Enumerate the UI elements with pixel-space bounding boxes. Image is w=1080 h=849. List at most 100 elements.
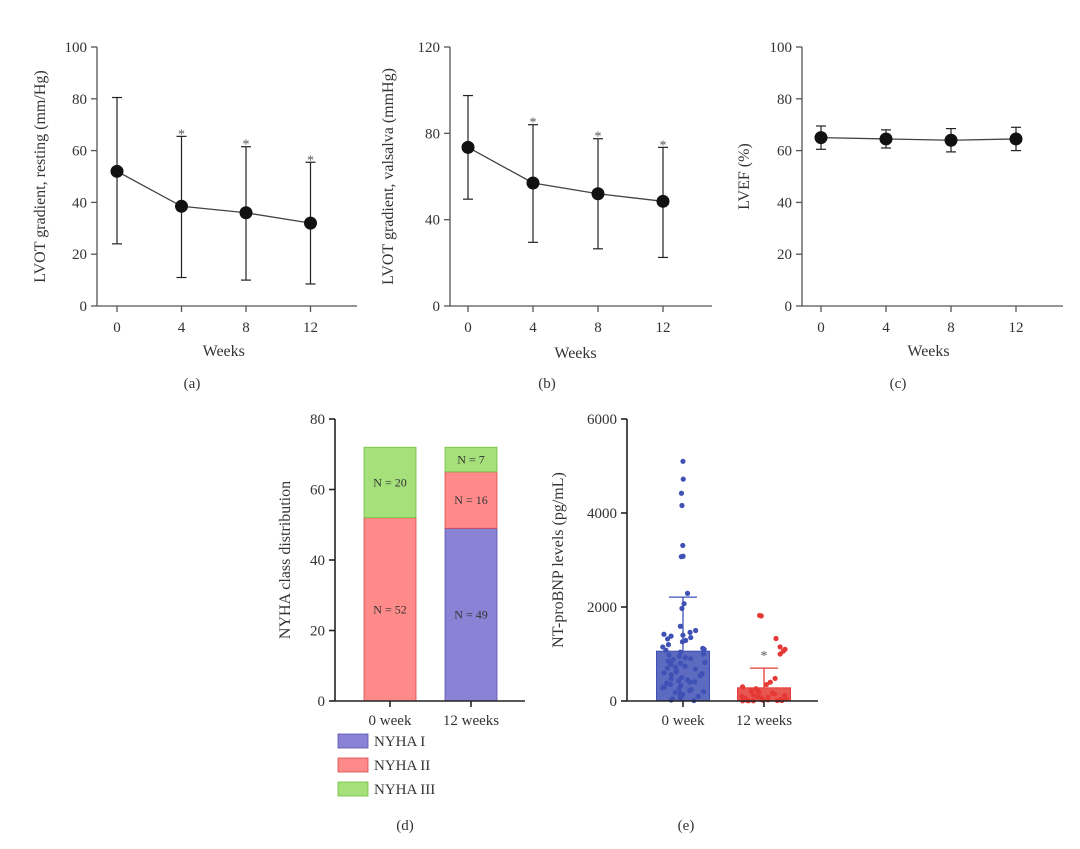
data-point (687, 629, 693, 635)
data-point (656, 194, 670, 208)
chart-d: 0 20 40 60 80 NYHA class distribution N = 52 N … (277, 412, 525, 834)
significance-marker: * (243, 138, 250, 153)
y-tick-label: 20 (72, 247, 87, 263)
series-line (116, 170, 311, 224)
data-point (772, 675, 778, 682)
data-point (700, 689, 707, 695)
data-point (944, 133, 958, 147)
panel-label: (d) (396, 818, 414, 834)
segment-label: N = 16 (454, 493, 487, 507)
data-point (701, 646, 707, 652)
x-tick-label: 4 (529, 320, 537, 336)
data-point (677, 660, 684, 667)
data-point (692, 666, 698, 672)
data-point (676, 653, 682, 659)
y-axis-label: NYHA class distribution (277, 481, 294, 639)
x-axis-label: Weeks (907, 343, 949, 360)
y-axis-label: LVOT gradient, valsalva (mmHg) (380, 68, 397, 285)
data-point (700, 651, 707, 657)
data-point (680, 542, 686, 549)
y-axis-label: LVOT gradient, resting (mm/Hg) (32, 70, 49, 282)
significance-marker: * (761, 649, 768, 664)
significance-marker: * (307, 153, 314, 168)
data-point (661, 631, 667, 637)
panel-label: (a) (184, 376, 201, 392)
y-tick-label: 80 (777, 92, 792, 108)
data-point (777, 651, 783, 657)
y-tick-label: 40 (72, 195, 87, 211)
data-point (678, 490, 685, 496)
significance-marker: * (178, 127, 185, 142)
data-point (677, 695, 683, 701)
series-line (820, 137, 1017, 141)
data-point (688, 634, 694, 641)
y-tick-label: 20 (310, 624, 325, 640)
segment-label: N = 7 (457, 453, 484, 467)
x-tick-label: 0 week (369, 713, 412, 729)
data-point (681, 601, 687, 607)
y-tick-label: 100 (65, 40, 88, 56)
data-point (692, 679, 698, 685)
data-point (665, 636, 671, 642)
y-tick-label: 0 (610, 694, 618, 710)
chart-e: 0 2000 4000 6000 NT-proBNP levels (pg/mL) 0 w… (550, 412, 818, 834)
data-point (777, 644, 783, 650)
data-point (680, 632, 686, 638)
data-point (756, 689, 762, 695)
segment-label: N = 49 (454, 608, 487, 622)
data-point (110, 164, 124, 178)
data-point (680, 458, 686, 464)
data-point (750, 692, 757, 698)
data-point (673, 669, 679, 675)
y-tick-label: 40 (425, 213, 440, 229)
data-point (666, 652, 672, 658)
data-point (676, 686, 682, 692)
significance-marker: * (660, 138, 667, 153)
data-point (660, 644, 666, 650)
data-point (1009, 132, 1023, 146)
panel-label: (c) (890, 376, 907, 392)
data-point (239, 206, 253, 220)
legend-label: NYHA II (374, 758, 430, 774)
data-point (687, 679, 693, 685)
data-point (668, 633, 674, 639)
data-point (772, 691, 778, 697)
y-tick-label: 100 (770, 40, 793, 56)
data-point (663, 647, 669, 653)
data-point (688, 656, 694, 662)
data-point (664, 665, 671, 671)
data-point (661, 670, 667, 676)
legend: NYHA I NYHA II NYHA III (337, 733, 435, 798)
data-point (665, 642, 672, 648)
panel-label: (b) (538, 376, 556, 392)
data-point (679, 639, 686, 645)
y-tick-label: 0 (433, 299, 441, 315)
data-point (670, 657, 676, 663)
x-tick-label: 12 (656, 320, 671, 336)
x-tick-label: 8 (594, 320, 602, 336)
data-point (678, 554, 684, 560)
data-point (695, 693, 701, 699)
y-tick-label: 80 (310, 412, 325, 428)
data-point (304, 216, 317, 230)
data-point (667, 681, 674, 688)
data-point (591, 187, 605, 201)
data-point (767, 679, 773, 685)
data-point (679, 674, 685, 681)
data-point (687, 688, 693, 694)
significance-marker: * (595, 130, 602, 145)
data-point (773, 635, 779, 642)
data-point (748, 688, 754, 694)
data-point (682, 663, 688, 669)
data-point (783, 696, 789, 702)
data-point (693, 627, 699, 634)
bar-segment (444, 446, 498, 473)
legend-label: NYHA III (374, 782, 435, 798)
data-point (672, 689, 678, 696)
x-tick-label: 0 (113, 320, 121, 336)
data-point (660, 685, 666, 691)
segment-label: N = 20 (373, 475, 406, 489)
x-tick-label: 12 (1009, 320, 1024, 336)
data-point (679, 605, 685, 612)
data-point (668, 661, 674, 667)
